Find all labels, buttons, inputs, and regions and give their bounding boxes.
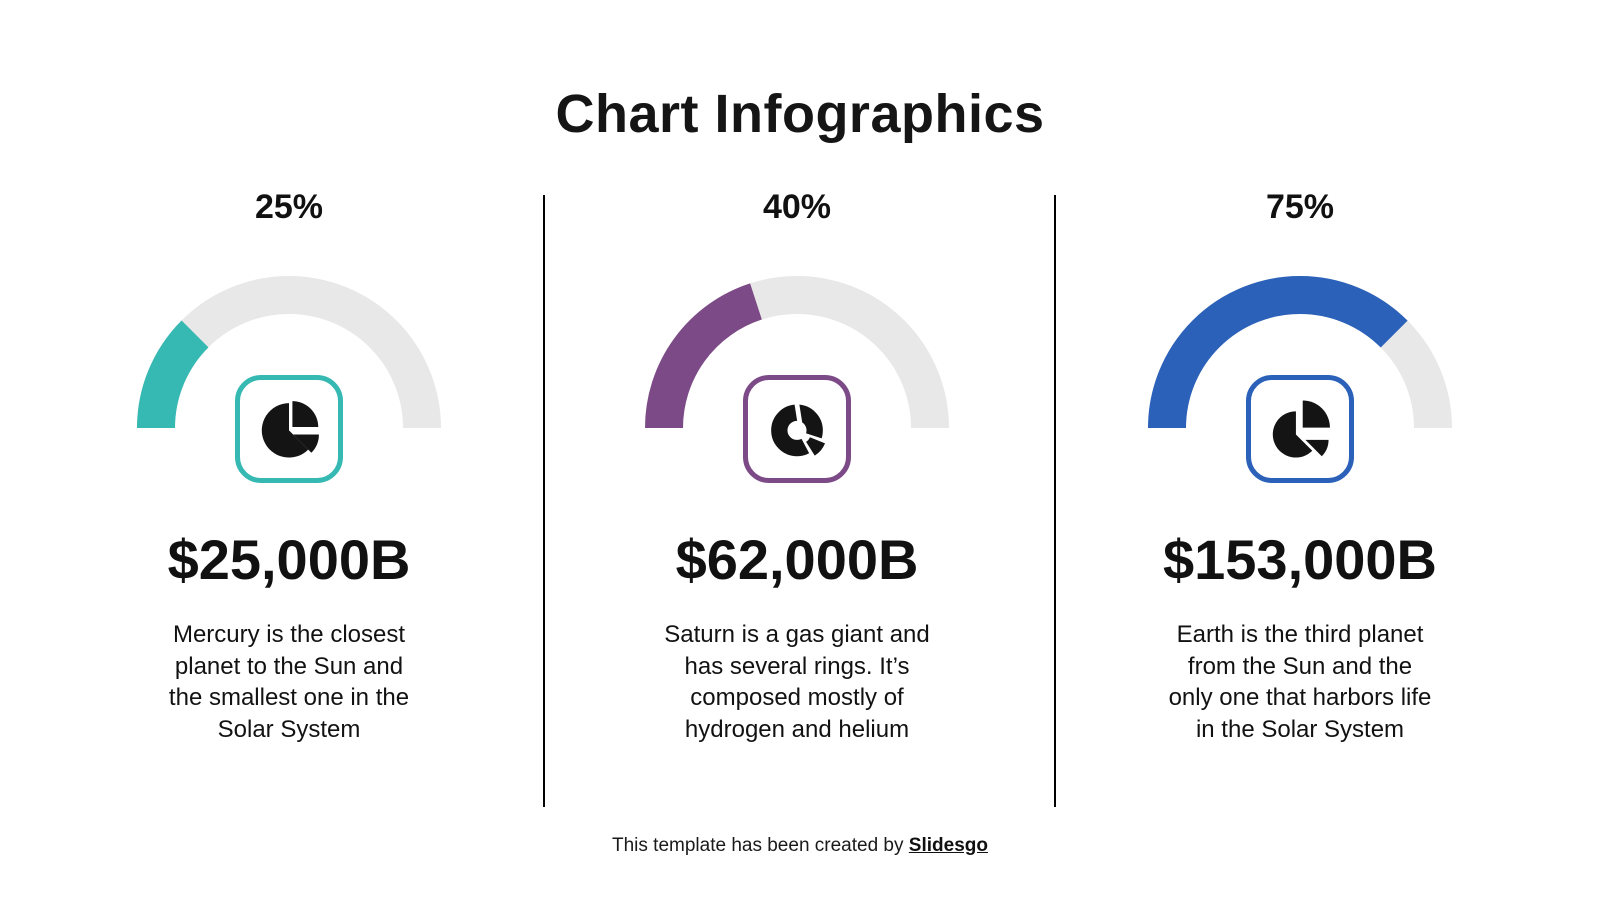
column-divider [1054, 195, 1056, 807]
column-divider [543, 195, 545, 807]
page-title: Chart Infographics [555, 84, 1045, 144]
gauge-panel-saturn: 40% $62,000B Saturn is a gas giant and h… [587, 185, 1007, 817]
gauge-percent-label: 75% [1265, 188, 1335, 226]
pie-chart-icon [261, 401, 319, 458]
gauge-arc [137, 276, 441, 429]
gauge-arc [1148, 276, 1452, 429]
gauge-panel-earth: 75% $153,000B Earth is the third planet … [1090, 185, 1510, 817]
gauge-fill [137, 276, 441, 429]
gauge-description: Earth is the third planet from the Sun a… [1168, 621, 1432, 743]
gauge-panel-mercury: 25% $25,000B Mercury is the closest plan… [79, 185, 499, 817]
icon-card [235, 375, 343, 483]
gauge-description: Saturn is a gas giant and has several ri… [664, 621, 930, 743]
gauge-fill [645, 276, 949, 429]
icon-card [743, 375, 851, 483]
icon-card [1246, 375, 1354, 483]
footer-credit-text: This template has been created by [612, 835, 909, 856]
gauge-arc [645, 276, 949, 429]
gauge-value: $25,000B [167, 528, 411, 591]
gauge-value: $62,000B [675, 528, 919, 591]
gauge-value: $153,000B [1162, 528, 1437, 591]
gauge-percent-label: 40% [762, 188, 832, 226]
footer-credit: This template has been created by Slides… [0, 835, 1600, 857]
donut-chart-icon [771, 400, 826, 457]
gauge-fill [1148, 276, 1452, 429]
exploded-pie-chart-icon [1272, 400, 1330, 458]
gauge-percent-label: 25% [254, 188, 324, 226]
gauge-description: Mercury is the closest planet to the Sun… [168, 621, 410, 743]
slidesgo-link[interactable]: Slidesgo [908, 835, 988, 856]
